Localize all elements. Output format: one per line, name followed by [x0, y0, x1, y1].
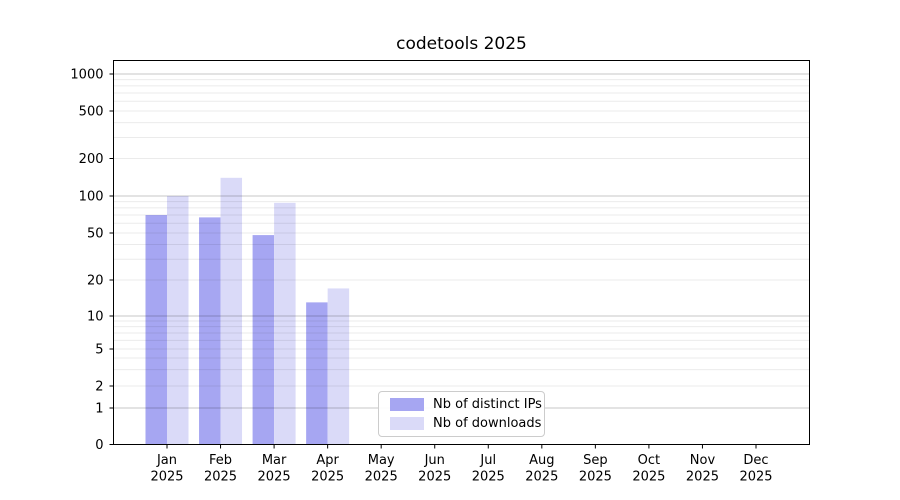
y-tick-label: 20: [87, 274, 104, 289]
legend-swatch-downloads: [390, 417, 424, 430]
x-tick-label-month: Apr: [316, 453, 339, 468]
x-tick-label-month: Sep: [583, 453, 608, 468]
bar-apr-downloads: [327, 288, 350, 445]
x-tick-label-year: 2025: [204, 470, 237, 485]
bar-jan-downloads: [167, 196, 189, 445]
legend-label-downloads: Nb of downloads: [433, 416, 542, 431]
x-tick-label-year: 2025: [150, 470, 183, 485]
x-tick-label-month: Nov: [690, 453, 716, 468]
y-tick-label: 0: [95, 438, 103, 453]
y-tick-label: 1000: [70, 68, 103, 83]
y-tick-label: 200: [79, 152, 104, 167]
x-tick-label-year: 2025: [365, 470, 398, 485]
x-tick-label-month: Aug: [529, 453, 554, 468]
y-tick-label: 50: [87, 227, 104, 242]
bar-feb-downloads: [220, 177, 243, 445]
x-tick-label-month: Jun: [424, 453, 445, 468]
y-tick-label: 5: [95, 343, 103, 358]
legend-item-distinct-ips: Nb of distinct IPs: [390, 397, 544, 413]
x-tick-label-month: Jan: [156, 453, 177, 468]
x-tick-label-year: 2025: [686, 470, 719, 485]
y-tick-label: 100: [79, 190, 104, 205]
legend: Nb of distinct IPs Nb of downloads: [378, 391, 545, 437]
x-tick-label-year: 2025: [579, 470, 612, 485]
x-tick-label-month: Jul: [479, 453, 496, 468]
x-tick-label-year: 2025: [739, 470, 772, 485]
x-tick-label-month: Oct: [638, 453, 660, 468]
x-tick-label-month: May: [368, 453, 395, 468]
x-tick-label-year: 2025: [632, 470, 665, 485]
x-tick-label-month: Dec: [743, 453, 768, 468]
x-tick-label-year: 2025: [525, 470, 558, 485]
x-tick-label-month: Feb: [209, 453, 232, 468]
x-tick-label-year: 2025: [472, 470, 505, 485]
y-tick-label: 2: [95, 380, 103, 395]
x-tick-label-year: 2025: [418, 470, 451, 485]
bar-apr-distinct-ips: [306, 302, 328, 445]
y-tick-label: 10: [87, 310, 104, 325]
x-tick-label-year: 2025: [311, 470, 344, 485]
x-tick-label-month: Mar: [262, 453, 287, 468]
legend-label-distinct-ips: Nb of distinct IPs: [433, 397, 542, 412]
bar-mar-distinct-ips: [252, 235, 275, 445]
bar-jan-distinct-ips: [145, 215, 167, 445]
legend-item-downloads: Nb of downloads: [390, 416, 544, 432]
plot-border: [113, 60, 810, 445]
legend-swatch-distinct-ips: [390, 398, 424, 411]
bar-mar-downloads: [274, 202, 296, 445]
x-tick-label-year: 2025: [258, 470, 291, 485]
chart-title: codetools 2025: [396, 34, 527, 54]
bar-feb-distinct-ips: [199, 217, 221, 445]
y-tick-label: 1: [95, 402, 103, 417]
y-tick-label: 500: [79, 105, 104, 120]
